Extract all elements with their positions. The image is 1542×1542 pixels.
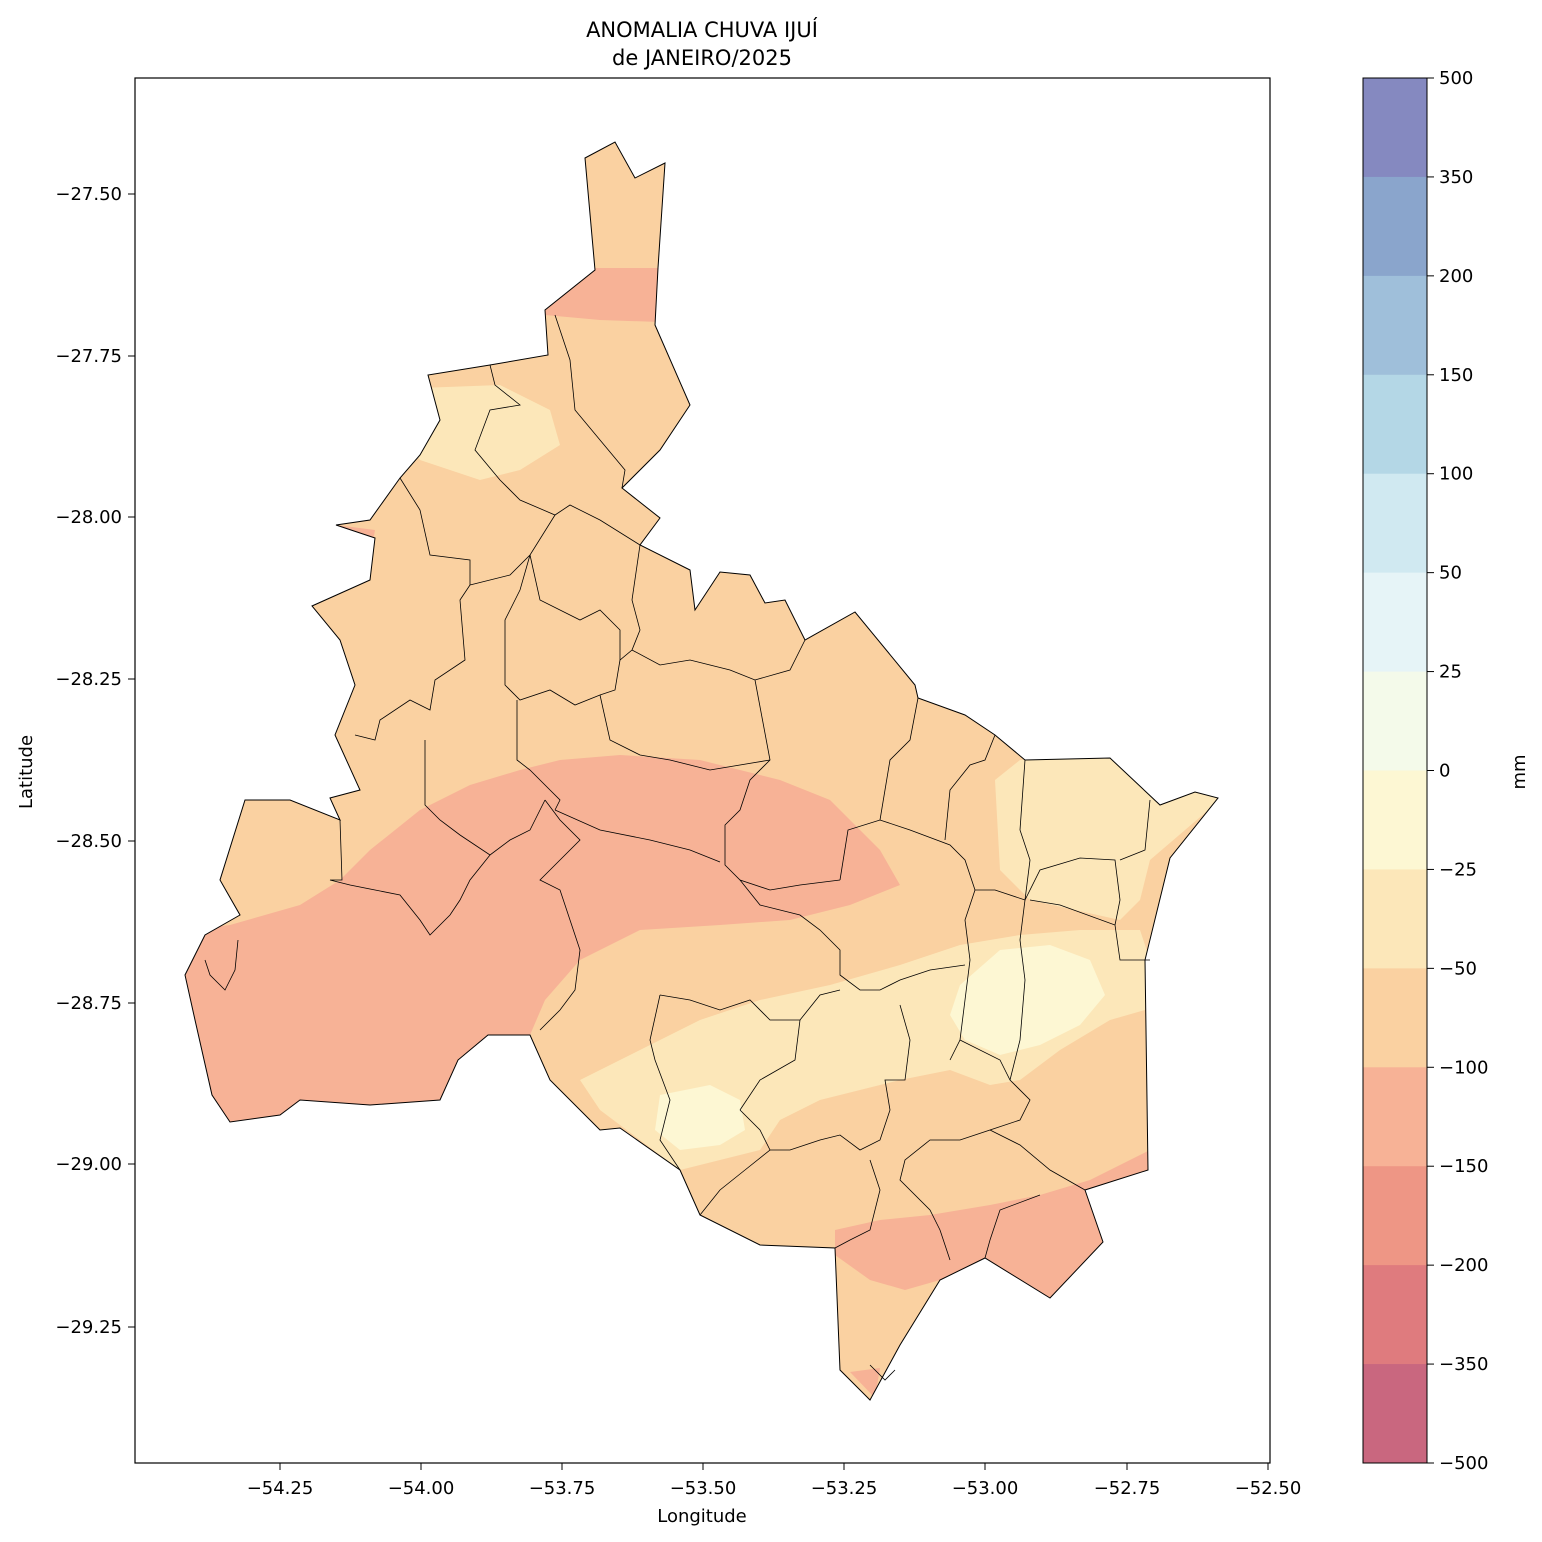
- x-tick-label: −53.25: [811, 1478, 878, 1499]
- colorbar-tick-label: −25: [1439, 859, 1477, 880]
- zone-northwest-light: [400, 385, 560, 480]
- boundary-line: [944, 734, 996, 841]
- boundary-line: [1009, 899, 1026, 1081]
- y-tick-label: −29.25: [55, 1317, 122, 1338]
- boundary-line: [204, 939, 239, 991]
- y-tick-label: −28.75: [55, 993, 122, 1014]
- boundary-line: [724, 679, 841, 891]
- x-tick-label: −53.75: [529, 1478, 596, 1499]
- colorbar-swatch: [1363, 869, 1427, 969]
- colorbar-swatch: [1363, 1166, 1427, 1266]
- boundary-line: [354, 584, 471, 741]
- colorbar: 500 350 200 150 100 50 25 0 −25 −50 −100 −150 −200 −3…: [1362, 68, 1530, 1474]
- boundary-line: [949, 889, 976, 1061]
- colorbar-tick-label: 0: [1439, 761, 1450, 782]
- y-axis-label: Latitude: [16, 735, 37, 809]
- colorbar-tick-label: −50: [1439, 958, 1477, 979]
- colorbar-swatch: [1363, 572, 1427, 673]
- boundary-line: [424, 740, 546, 856]
- y-axis: −27.50 −27.75 −28.00 −28.25 −28.50 −28.7…: [55, 184, 135, 1338]
- colorbar-swatch: [1363, 176, 1427, 277]
- colorbar-swatch: [1363, 473, 1427, 574]
- colorbar-swatch: [1363, 78, 1427, 178]
- zone-southeast-dark: [835, 1150, 1150, 1298]
- y-tick-label: −28.00: [55, 507, 122, 528]
- boundary-line: [539, 799, 581, 1031]
- x-axis-label: Longitude: [657, 1506, 747, 1527]
- colorbar-swatch: [1363, 1265, 1427, 1365]
- x-axis: −54.25 −54.00 −53.75 −53.50 −53.25 −53.0…: [247, 1463, 1302, 1499]
- chart-subtitle: de JANEIRO/2025: [612, 46, 792, 70]
- y-tick-label: −28.50: [55, 831, 122, 852]
- colorbar-swatch: [1363, 275, 1427, 376]
- zone-west-central-dark: [185, 755, 900, 1122]
- y-tick-label: −28.25: [55, 669, 122, 690]
- colorbar-swatch: [1363, 374, 1427, 475]
- boundary-line: [770, 1004, 911, 1151]
- zone-center-lightest: [950, 945, 1105, 1055]
- boundary-line: [649, 994, 681, 1171]
- boundary-line: [659, 989, 841, 1021]
- boundary-line: [1024, 857, 1121, 926]
- boundary-line: [554, 314, 626, 489]
- boundary-line: [975, 759, 1031, 901]
- colorbar-tick-label: 100: [1439, 464, 1473, 485]
- boundary-line: [554, 809, 721, 863]
- colorbar-tick-label: 25: [1439, 662, 1462, 683]
- colorbar-tick-label: 50: [1439, 563, 1462, 584]
- boundary-line: [329, 819, 491, 936]
- colorbar-tick-label: −200: [1439, 1255, 1488, 1276]
- boundary-line: [984, 1194, 1041, 1259]
- boundary-line: [739, 879, 966, 991]
- municipality-boundaries: [204, 314, 1151, 1381]
- boundary-line: [834, 1159, 881, 1249]
- boundary-line: [474, 364, 641, 546]
- zone-south-tip-dark: [850, 1368, 880, 1398]
- boundary-line: [989, 1129, 1086, 1191]
- x-tick-label: −52.75: [1094, 1478, 1161, 1499]
- boundary-line: [869, 1364, 896, 1381]
- boundary-line: [504, 554, 621, 706]
- colorbar-tick-label: 350: [1439, 167, 1473, 188]
- colorbar-swatches: [1363, 78, 1427, 1464]
- boundary-line: [529, 544, 641, 661]
- chart-title: ANOMALIA CHUVA IJUÍ: [586, 17, 818, 42]
- boundary-line: [899, 1039, 1031, 1261]
- colorbar-tick-label: −350: [1439, 1354, 1488, 1375]
- y-tick-label: −27.50: [55, 184, 122, 205]
- boundary-line: [879, 697, 919, 821]
- colorbar-tick-label: −500: [1439, 1453, 1488, 1474]
- colorbar-ticks: 500 350 200 150 100 50 25 0 −25 −50 −100 −150 −200 −3…: [1427, 68, 1488, 1474]
- colorbar-swatch: [1363, 770, 1427, 870]
- y-tick-label: −29.00: [55, 1154, 122, 1175]
- boundary-line: [1029, 899, 1150, 961]
- boundary-line: [516, 700, 561, 811]
- boundary-line: [399, 477, 556, 586]
- colorbar-label: mm: [1509, 754, 1530, 789]
- boundary-line: [1119, 799, 1151, 861]
- colorbar-tick-label: 200: [1439, 266, 1473, 287]
- colorbar-tick-label: 150: [1439, 365, 1473, 386]
- x-tick-label: −53.50: [670, 1478, 737, 1499]
- colorbar-swatch: [1363, 671, 1427, 771]
- boundary-line: [739, 1019, 801, 1111]
- colorbar-tick-label: −100: [1439, 1057, 1488, 1078]
- colorbar-swatch: [1363, 1067, 1427, 1167]
- boundary-line: [599, 694, 771, 771]
- zone-south-lightest: [655, 1085, 745, 1150]
- x-tick-label: −54.25: [247, 1478, 314, 1499]
- zone-east-light: [995, 755, 1218, 920]
- colorbar-tick-label: −150: [1439, 1156, 1488, 1177]
- y-tick-label: −27.75: [55, 346, 122, 367]
- colorbar-swatch: [1363, 968, 1427, 1068]
- boundary-line: [631, 639, 806, 681]
- x-tick-label: −53.00: [952, 1478, 1019, 1499]
- boundary-line: [699, 1109, 771, 1216]
- boundary-line: [839, 819, 976, 891]
- colorbar-tick-label: 500: [1439, 68, 1473, 89]
- x-tick-label: −54.00: [388, 1478, 455, 1499]
- x-tick-label: −52.50: [1235, 1478, 1302, 1499]
- colorbar-swatch: [1363, 1364, 1427, 1464]
